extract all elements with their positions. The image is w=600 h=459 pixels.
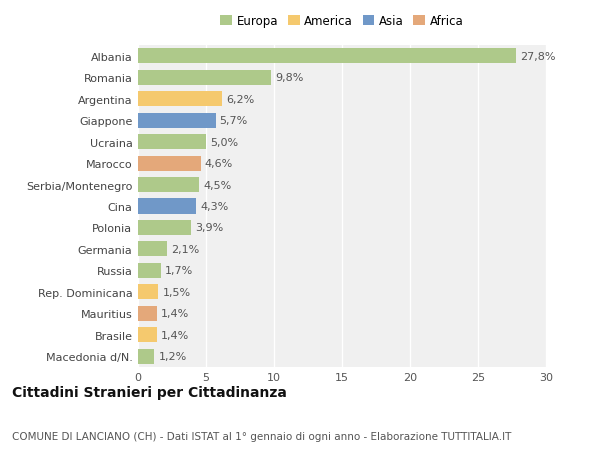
Bar — [138, 242, 167, 257]
Text: 2,1%: 2,1% — [170, 244, 199, 254]
Bar — [138, 71, 271, 85]
Bar — [138, 178, 199, 193]
Text: Cittadini Stranieri per Cittadinanza: Cittadini Stranieri per Cittadinanza — [12, 386, 287, 399]
Text: 1,5%: 1,5% — [163, 287, 191, 297]
Text: 1,4%: 1,4% — [161, 330, 190, 340]
Bar — [138, 135, 206, 150]
Text: 1,2%: 1,2% — [158, 352, 187, 362]
Text: 5,7%: 5,7% — [220, 116, 248, 126]
Bar — [138, 306, 157, 321]
Text: 4,6%: 4,6% — [205, 159, 233, 169]
Text: 4,5%: 4,5% — [203, 180, 232, 190]
Bar — [138, 199, 196, 214]
Text: 1,4%: 1,4% — [161, 308, 190, 319]
Bar — [138, 349, 154, 364]
Text: 4,3%: 4,3% — [200, 202, 229, 212]
Text: 6,2%: 6,2% — [226, 95, 254, 105]
Text: 1,7%: 1,7% — [165, 266, 193, 276]
Bar — [138, 328, 157, 342]
Bar — [138, 113, 215, 129]
Text: 9,8%: 9,8% — [275, 73, 304, 83]
Text: 3,9%: 3,9% — [195, 223, 223, 233]
Text: 5,0%: 5,0% — [210, 137, 238, 147]
Bar — [138, 49, 516, 64]
Text: 27,8%: 27,8% — [520, 51, 556, 62]
Bar — [138, 285, 158, 300]
Bar — [138, 220, 191, 235]
Legend: Europa, America, Asia, Africa: Europa, America, Asia, Africa — [215, 10, 469, 33]
Bar — [138, 92, 223, 107]
Text: COMUNE DI LANCIANO (CH) - Dati ISTAT al 1° gennaio di ogni anno - Elaborazione T: COMUNE DI LANCIANO (CH) - Dati ISTAT al … — [12, 431, 511, 441]
Bar — [138, 263, 161, 278]
Bar — [138, 156, 200, 171]
